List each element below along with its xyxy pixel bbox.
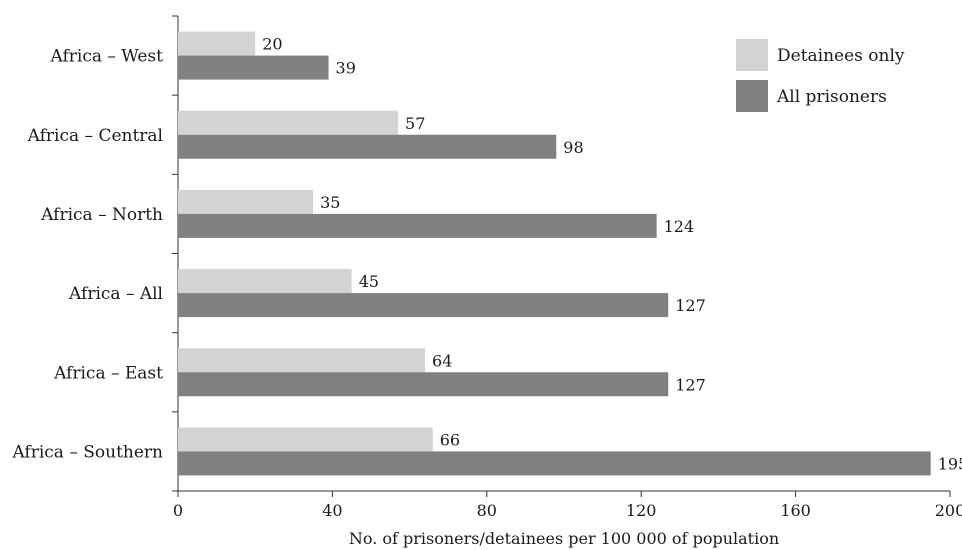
x-tick-label: 160 bbox=[780, 501, 811, 520]
bar-value-label: 45 bbox=[359, 272, 379, 291]
category-label: Africa – North bbox=[40, 205, 163, 225]
bar-value-label: 195 bbox=[938, 454, 962, 473]
bar-detainees-only bbox=[178, 31, 256, 56]
bar-value-label: 20 bbox=[262, 35, 282, 54]
bar-detainees-only bbox=[178, 427, 433, 452]
bars: 20 39 57 98 35 124 45 127 64 127 66 195 bbox=[178, 31, 962, 476]
category-label: Africa – Southern bbox=[11, 442, 163, 462]
y-axis: Africa – West Africa – Central Africa – No… bbox=[11, 15, 179, 492]
x-axis-title: No. of prisoners/detainees per 100 000 o… bbox=[349, 529, 779, 548]
x-tick-label: 120 bbox=[626, 501, 657, 520]
category-label: Africa – West bbox=[49, 47, 163, 67]
legend-label-all-prisoners: All prisoners bbox=[776, 87, 887, 107]
bar-all-prisoners bbox=[178, 55, 329, 80]
legend-swatch-detainees-only bbox=[736, 39, 768, 71]
bar-value-label: 39 bbox=[336, 59, 356, 78]
bar-value-label: 98 bbox=[563, 138, 583, 157]
bar-detainees-only bbox=[178, 269, 352, 294]
category-label: Africa – Central bbox=[27, 126, 163, 146]
bar-all-prisoners bbox=[178, 372, 669, 397]
bar-value-label: 35 bbox=[320, 193, 340, 212]
bar-detainees-only bbox=[178, 189, 314, 214]
bar-all-prisoners bbox=[178, 293, 669, 318]
bar-all-prisoners bbox=[178, 451, 931, 476]
bar-detainees-only bbox=[178, 110, 399, 135]
bar-value-label: 127 bbox=[675, 375, 706, 394]
x-tick-label: 200 bbox=[935, 501, 962, 520]
bar-value-label: 127 bbox=[675, 296, 706, 315]
bar-all-prisoners bbox=[178, 213, 657, 238]
category-label: Africa – East bbox=[53, 363, 163, 383]
legend-swatch-all-prisoners bbox=[736, 80, 768, 112]
x-tick-label: 80 bbox=[477, 501, 497, 520]
bar-detainees-only bbox=[178, 348, 426, 373]
x-tick-label: 40 bbox=[322, 501, 342, 520]
category-label: Africa – All bbox=[68, 284, 163, 304]
x-axis: 0 40 80 120 160 200 bbox=[173, 490, 962, 520]
legend-label-detainees-only: Detainees only bbox=[777, 46, 905, 66]
bar-value-label: 66 bbox=[440, 430, 460, 449]
x-tick-label: 0 bbox=[173, 501, 183, 520]
bar-value-label: 124 bbox=[664, 217, 695, 236]
bar-value-label: 57 bbox=[405, 114, 425, 133]
bar-value-label: 64 bbox=[432, 351, 452, 370]
bar-all-prisoners bbox=[178, 134, 557, 159]
legend: Detainees only All prisoners bbox=[736, 39, 905, 112]
